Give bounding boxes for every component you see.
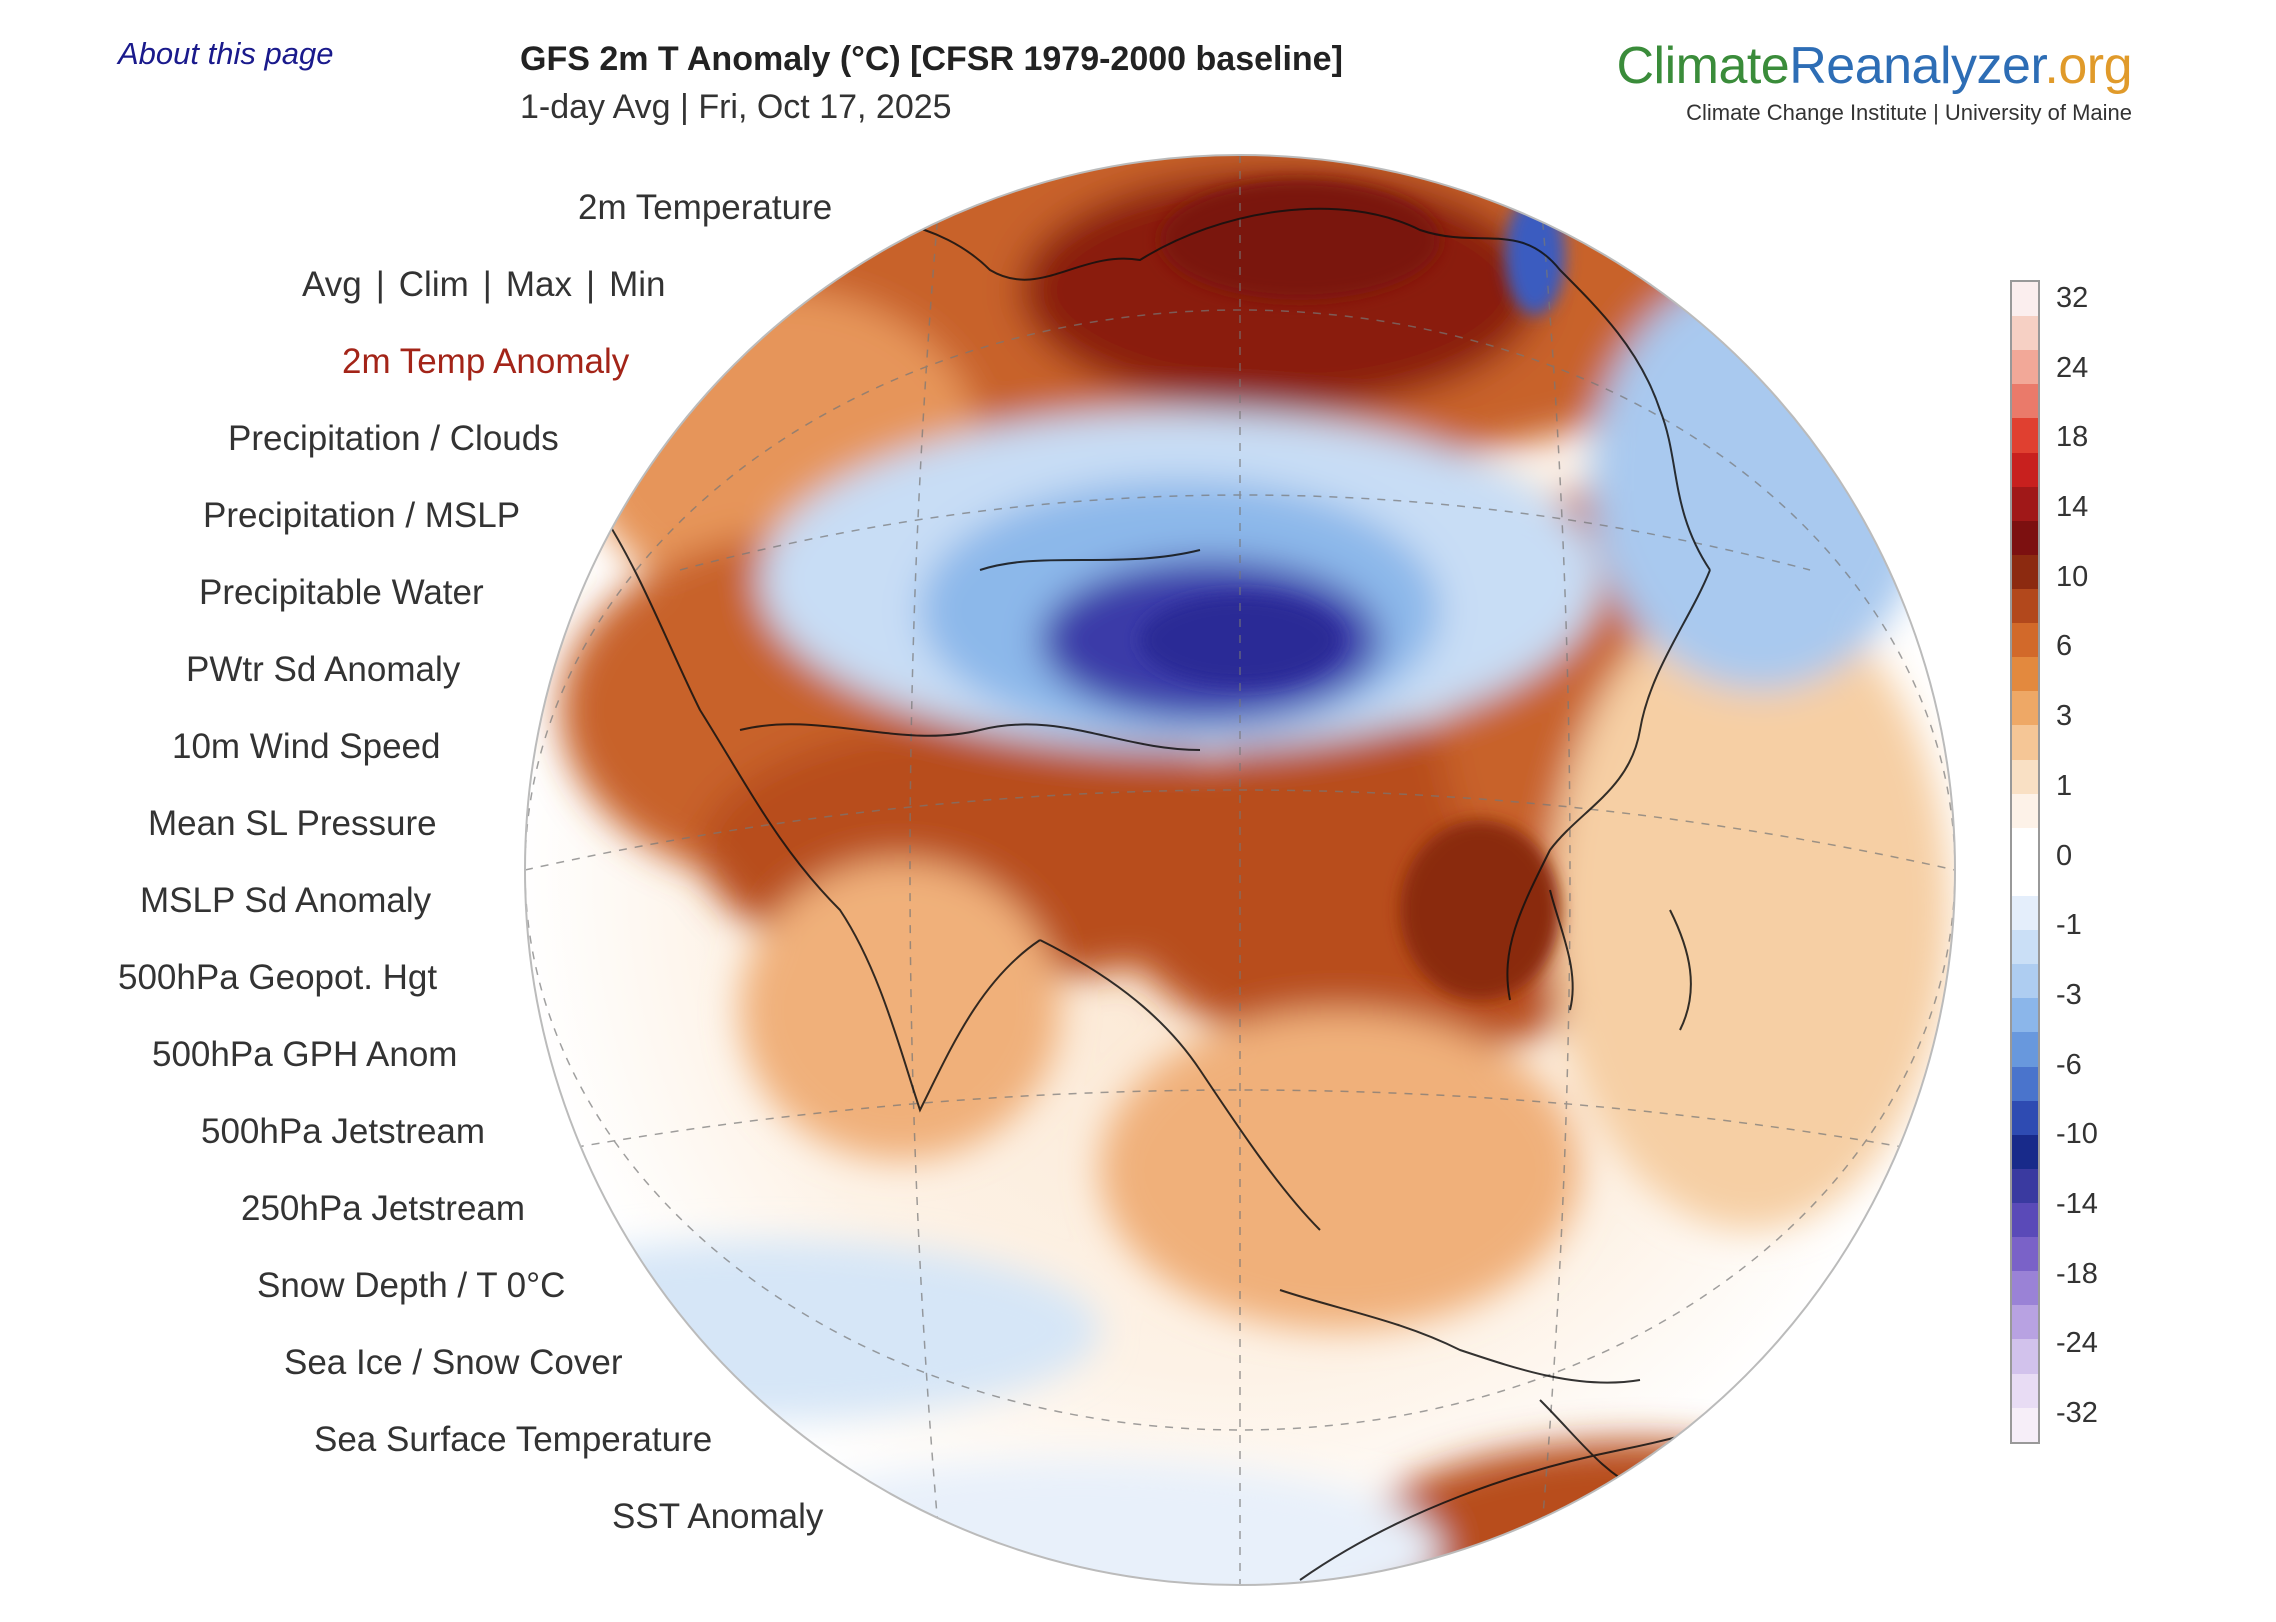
color-scale-segment: [2012, 1305, 2038, 1340]
color-scale-segment: [2012, 657, 2038, 692]
menu-precipitation-clouds[interactable]: Precipitation / Clouds: [228, 419, 559, 458]
color-scale-segment: [2012, 998, 2038, 1033]
color-scale-bar: [2010, 280, 2040, 1444]
color-scale-segment: [2012, 725, 2038, 760]
menu-500hpa-gph-anom[interactable]: 500hPa GPH Anom: [152, 1035, 458, 1074]
menu-250hpa-jetstream[interactable]: 250hPa Jetstream: [241, 1189, 526, 1228]
color-scale-segment: [2012, 1032, 2038, 1067]
color-scale-segment: [2012, 1100, 2038, 1135]
variant-separator: |: [375, 265, 385, 304]
color-scale-segment: [2012, 350, 2038, 385]
color-scale-label: 32: [2056, 282, 2089, 314]
color-scale-segment: [2012, 554, 2038, 589]
color-scale-segment: [2012, 759, 2038, 794]
color-scale-label: 1: [2056, 769, 2073, 802]
menu-2m-temp-anomaly[interactable]: 2m Temp Anomaly: [342, 342, 630, 381]
color-scale-segment: [2012, 316, 2038, 351]
variant-separator: |: [482, 265, 492, 304]
logo-part-climate: Climate: [1616, 37, 1790, 95]
color-scale-label: 24: [2056, 351, 2089, 384]
logo-wordmark: ClimateReanalyzer.org: [1612, 38, 2132, 94]
color-scale-label: -32: [2056, 1397, 2098, 1429]
color-scale-label: 0: [2056, 839, 2073, 872]
color-scale-segment: [2012, 384, 2038, 419]
color-scale-label: -10: [2056, 1118, 2098, 1151]
color-scale-label: -1: [2056, 909, 2082, 942]
menu-sst-anomaly[interactable]: SST Anomaly: [612, 1497, 824, 1536]
color-scale-segment: [2012, 1271, 2038, 1306]
color-scale-segment: [2012, 1339, 2038, 1374]
color-scale-segment: [2012, 1134, 2038, 1169]
map-title: GFS 2m T Anomaly (°C) [CFSR 1979-2000 ba…: [520, 40, 1343, 78]
color-scale-segment: [2012, 282, 2038, 317]
color-scale-segment: [2012, 1202, 2038, 1238]
menu-2m-temperature[interactable]: 2m Temperature: [578, 188, 833, 227]
globe-field: [525, 155, 1955, 1585]
variant-avg[interactable]: Avg: [302, 265, 362, 304]
color-scale-segment: [2012, 418, 2038, 453]
color-scale-label: -6: [2056, 1048, 2082, 1081]
color-scale-segment: [2012, 520, 2038, 555]
map-subtitle: 1-day Avg | Fri, Oct 17, 2025: [520, 88, 952, 126]
color-scale-segment: [2012, 964, 2038, 999]
color-scale-segment: [2012, 623, 2038, 658]
color-scale-segment: [2012, 1066, 2038, 1101]
menu-mslp-sd-anomaly[interactable]: MSLP Sd Anomaly: [140, 881, 432, 920]
color-scale-label: 10: [2056, 560, 2089, 593]
color-scale-label: -18: [2056, 1257, 2098, 1290]
color-scale-segment: [2012, 1407, 2038, 1442]
variant-clim[interactable]: Clim: [398, 265, 469, 304]
temperature-variant-row: Avg | Clim | Max | Min: [302, 265, 665, 305]
menu-snow-depth[interactable]: Snow Depth / T 0°C: [257, 1266, 566, 1305]
color-scale-label: -24: [2056, 1327, 2098, 1360]
color-scale-label: 6: [2056, 630, 2073, 663]
color-scale-segment: [2012, 452, 2038, 487]
color-scale-segment: [2012, 691, 2038, 726]
color-scale-segment: [2012, 1237, 2038, 1272]
variant-min[interactable]: Min: [609, 265, 666, 304]
color-scale-segment: [2012, 1373, 2038, 1408]
menu-pwtr-sd-anomaly[interactable]: PWtr Sd Anomaly: [186, 650, 461, 689]
color-scale-label: -3: [2056, 978, 2082, 1011]
color-scale-segment: [2012, 486, 2038, 521]
color-scale-segment: [2012, 861, 2038, 896]
about-this-page-link[interactable]: About this page: [118, 36, 334, 71]
variant-separator: |: [585, 265, 596, 304]
temperature-anomaly-globe[interactable]: [520, 150, 1960, 1590]
color-scale-label: 18: [2056, 421, 2089, 454]
color-scale-segment: [2012, 930, 2038, 965]
logo-part-reanalyzer: Reanalyzer: [1789, 37, 2045, 95]
menu-mean-sl-pressure[interactable]: Mean SL Pressure: [148, 804, 437, 843]
climate-reanalyzer-logo[interactable]: ClimateReanalyzer.org Climate Change Ins…: [1612, 38, 2132, 126]
menu-precipitable-water[interactable]: Precipitable Water: [199, 573, 484, 612]
menu-10m-wind-speed[interactable]: 10m Wind Speed: [172, 727, 441, 766]
globe-outline: [524, 154, 1956, 1586]
menu-500hpa-jetstream[interactable]: 500hPa Jetstream: [201, 1112, 486, 1151]
logo-tagline: Climate Change Institute | University of…: [1686, 100, 2132, 125]
color-scale-label: 3: [2056, 700, 2073, 733]
menu-sea-surface-temperature[interactable]: Sea Surface Temperature: [314, 1420, 713, 1459]
menu-precipitation-mslp[interactable]: Precipitation / MSLP: [203, 496, 521, 535]
color-scale-label: 14: [2056, 491, 2089, 524]
color-scale-segment: [2012, 1168, 2038, 1203]
logo-part-org: .org: [2044, 37, 2132, 95]
color-scale-segment: [2012, 827, 2038, 862]
menu-500hpa-geopot-hgt[interactable]: 500hPa Geopot. Hgt: [118, 958, 438, 997]
color-scale-label: -14: [2056, 1187, 2098, 1220]
variant-max[interactable]: Max: [505, 265, 572, 304]
color-scale-segment: [2012, 895, 2038, 931]
color-scale-segment: [2012, 793, 2038, 828]
color-scale-segment: [2012, 588, 2038, 624]
menu-sea-ice-snow-cover[interactable]: Sea Ice / Snow Cover: [284, 1343, 623, 1382]
